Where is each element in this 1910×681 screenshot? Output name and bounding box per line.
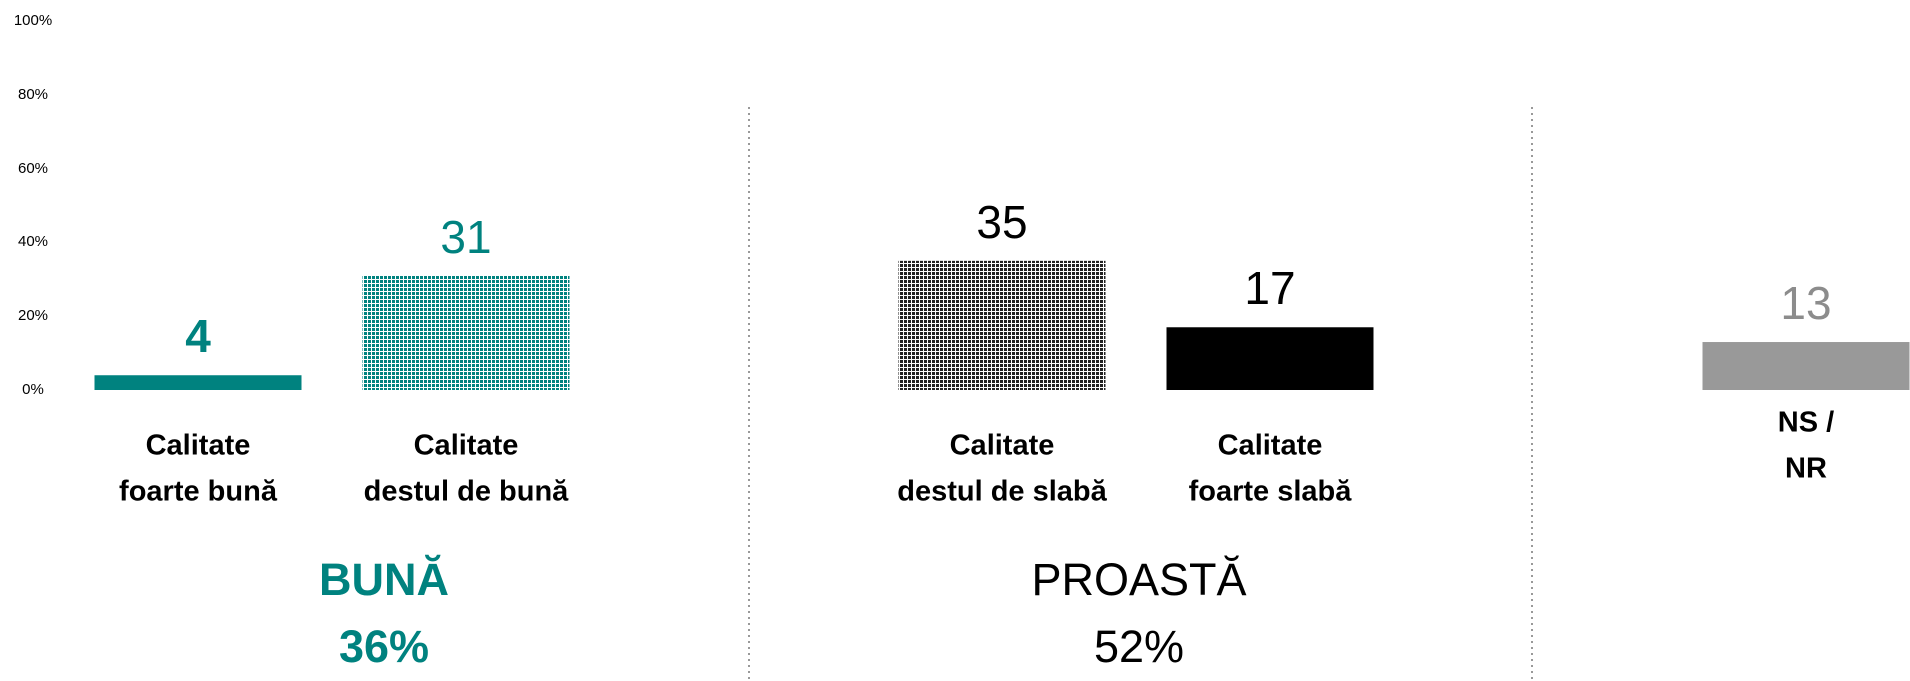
y-tick-label: 100% <box>13 12 53 29</box>
value-label: 4 <box>185 310 211 363</box>
group-total: 36% <box>338 621 430 672</box>
value-label: 35 <box>976 196 1028 249</box>
y-tick-label: 0% <box>22 381 44 398</box>
bar <box>1166 327 1374 390</box>
bar <box>94 375 302 390</box>
value-label: 13 <box>1780 277 1832 330</box>
category-label: Calitate foarte slabă <box>1188 429 1352 508</box>
value-label: 31 <box>440 210 492 263</box>
category-label: Calitate destul de bună <box>363 429 569 508</box>
y-tick-label: 40% <box>17 233 49 251</box>
bar <box>362 275 570 390</box>
y-tick-label: 60% <box>17 159 49 177</box>
group-name: PROASTĂ <box>1031 554 1247 605</box>
bar <box>898 260 1106 390</box>
y-tick-label: 80% <box>17 85 49 103</box>
category-label: NS / NR <box>1777 406 1835 485</box>
value-label: 17 <box>1244 262 1296 315</box>
group-total: 52% <box>1093 621 1185 672</box>
y-tick-label: 20% <box>17 307 49 325</box>
category-label: Calitate foarte bună <box>119 429 277 508</box>
group-name: BUNĂ <box>319 554 449 605</box>
bar <box>1702 342 1910 390</box>
category-label: Calitate destul de slabă <box>897 429 1107 508</box>
